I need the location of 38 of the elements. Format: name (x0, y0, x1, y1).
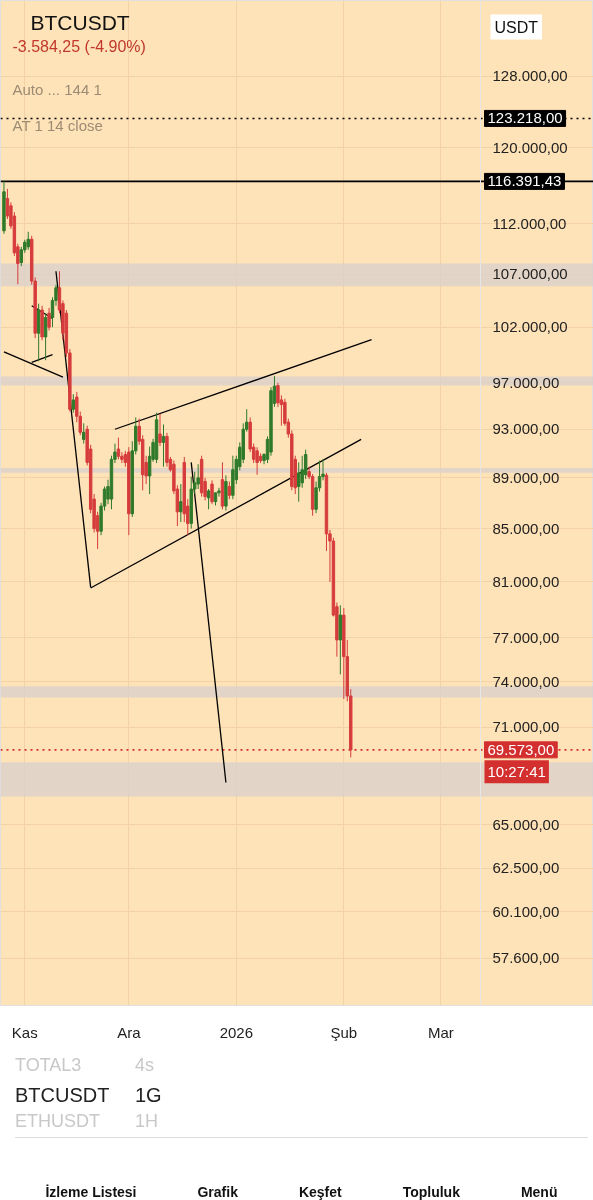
annotation: AT 1 14 close (12, 116, 103, 134)
y-tick-label: 71.000,00 (492, 718, 560, 736)
y-tick-label: 112.000,00 (492, 214, 567, 232)
text: Topluluk (402, 1183, 460, 1200)
ref-line-label: 123.218,00 (487, 109, 563, 127)
y-tick-label: 102.000,00 (492, 318, 568, 336)
ref-line-label: 116.391,43 (487, 172, 562, 190)
text: Grafik (197, 1183, 238, 1200)
y-tick-label: 60.100,00 (492, 902, 560, 920)
y-tick-label: 120.000,00 (492, 138, 568, 156)
y-tick-label: 65.000,00 (492, 815, 560, 833)
text: Keşfet (298, 1183, 342, 1200)
x-tick-label: 2026 (219, 1023, 253, 1041)
text: Menü (520, 1183, 558, 1200)
text: BTCUSDT (30, 10, 130, 34)
annotation: 10:27:41 (487, 763, 546, 781)
x-tick-label: Şub (330, 1023, 358, 1041)
y-tick-label: 85.000,00 (492, 519, 560, 537)
x-tick-label: Kas (11, 1023, 38, 1041)
y-tick-label: 77.000,00 (492, 628, 560, 646)
text: -3.584,25 (-4.90%) (12, 37, 146, 55)
ref-line-label: 69.573,00 (487, 740, 555, 758)
y-tick-label: 93.000,00 (492, 420, 560, 438)
y-tick-label: 89.000,00 (492, 468, 560, 486)
y-tick-label: 107.000,00 (492, 265, 568, 283)
x-tick-label: Ara (117, 1023, 142, 1041)
annotation: Auto ... 144 1 (12, 80, 102, 98)
y-tick-label: 97.000,00 (492, 373, 560, 391)
text: BTCUSDT (15, 1083, 111, 1108)
annotation: USDT (494, 18, 539, 36)
x-tick-label: Mar (428, 1023, 454, 1041)
y-tick-label: 74.000,00 (492, 672, 560, 690)
y-tick-label: 128.000,00 (492, 67, 568, 85)
text: 1G (135, 1084, 162, 1106)
y-tick-label: 81.000,00 (492, 572, 560, 590)
y-tick-label: 62.500,00 (492, 859, 560, 877)
y-tick-label: 57.600,00 (492, 949, 560, 967)
text: İzleme Listesi (45, 1183, 137, 1200)
